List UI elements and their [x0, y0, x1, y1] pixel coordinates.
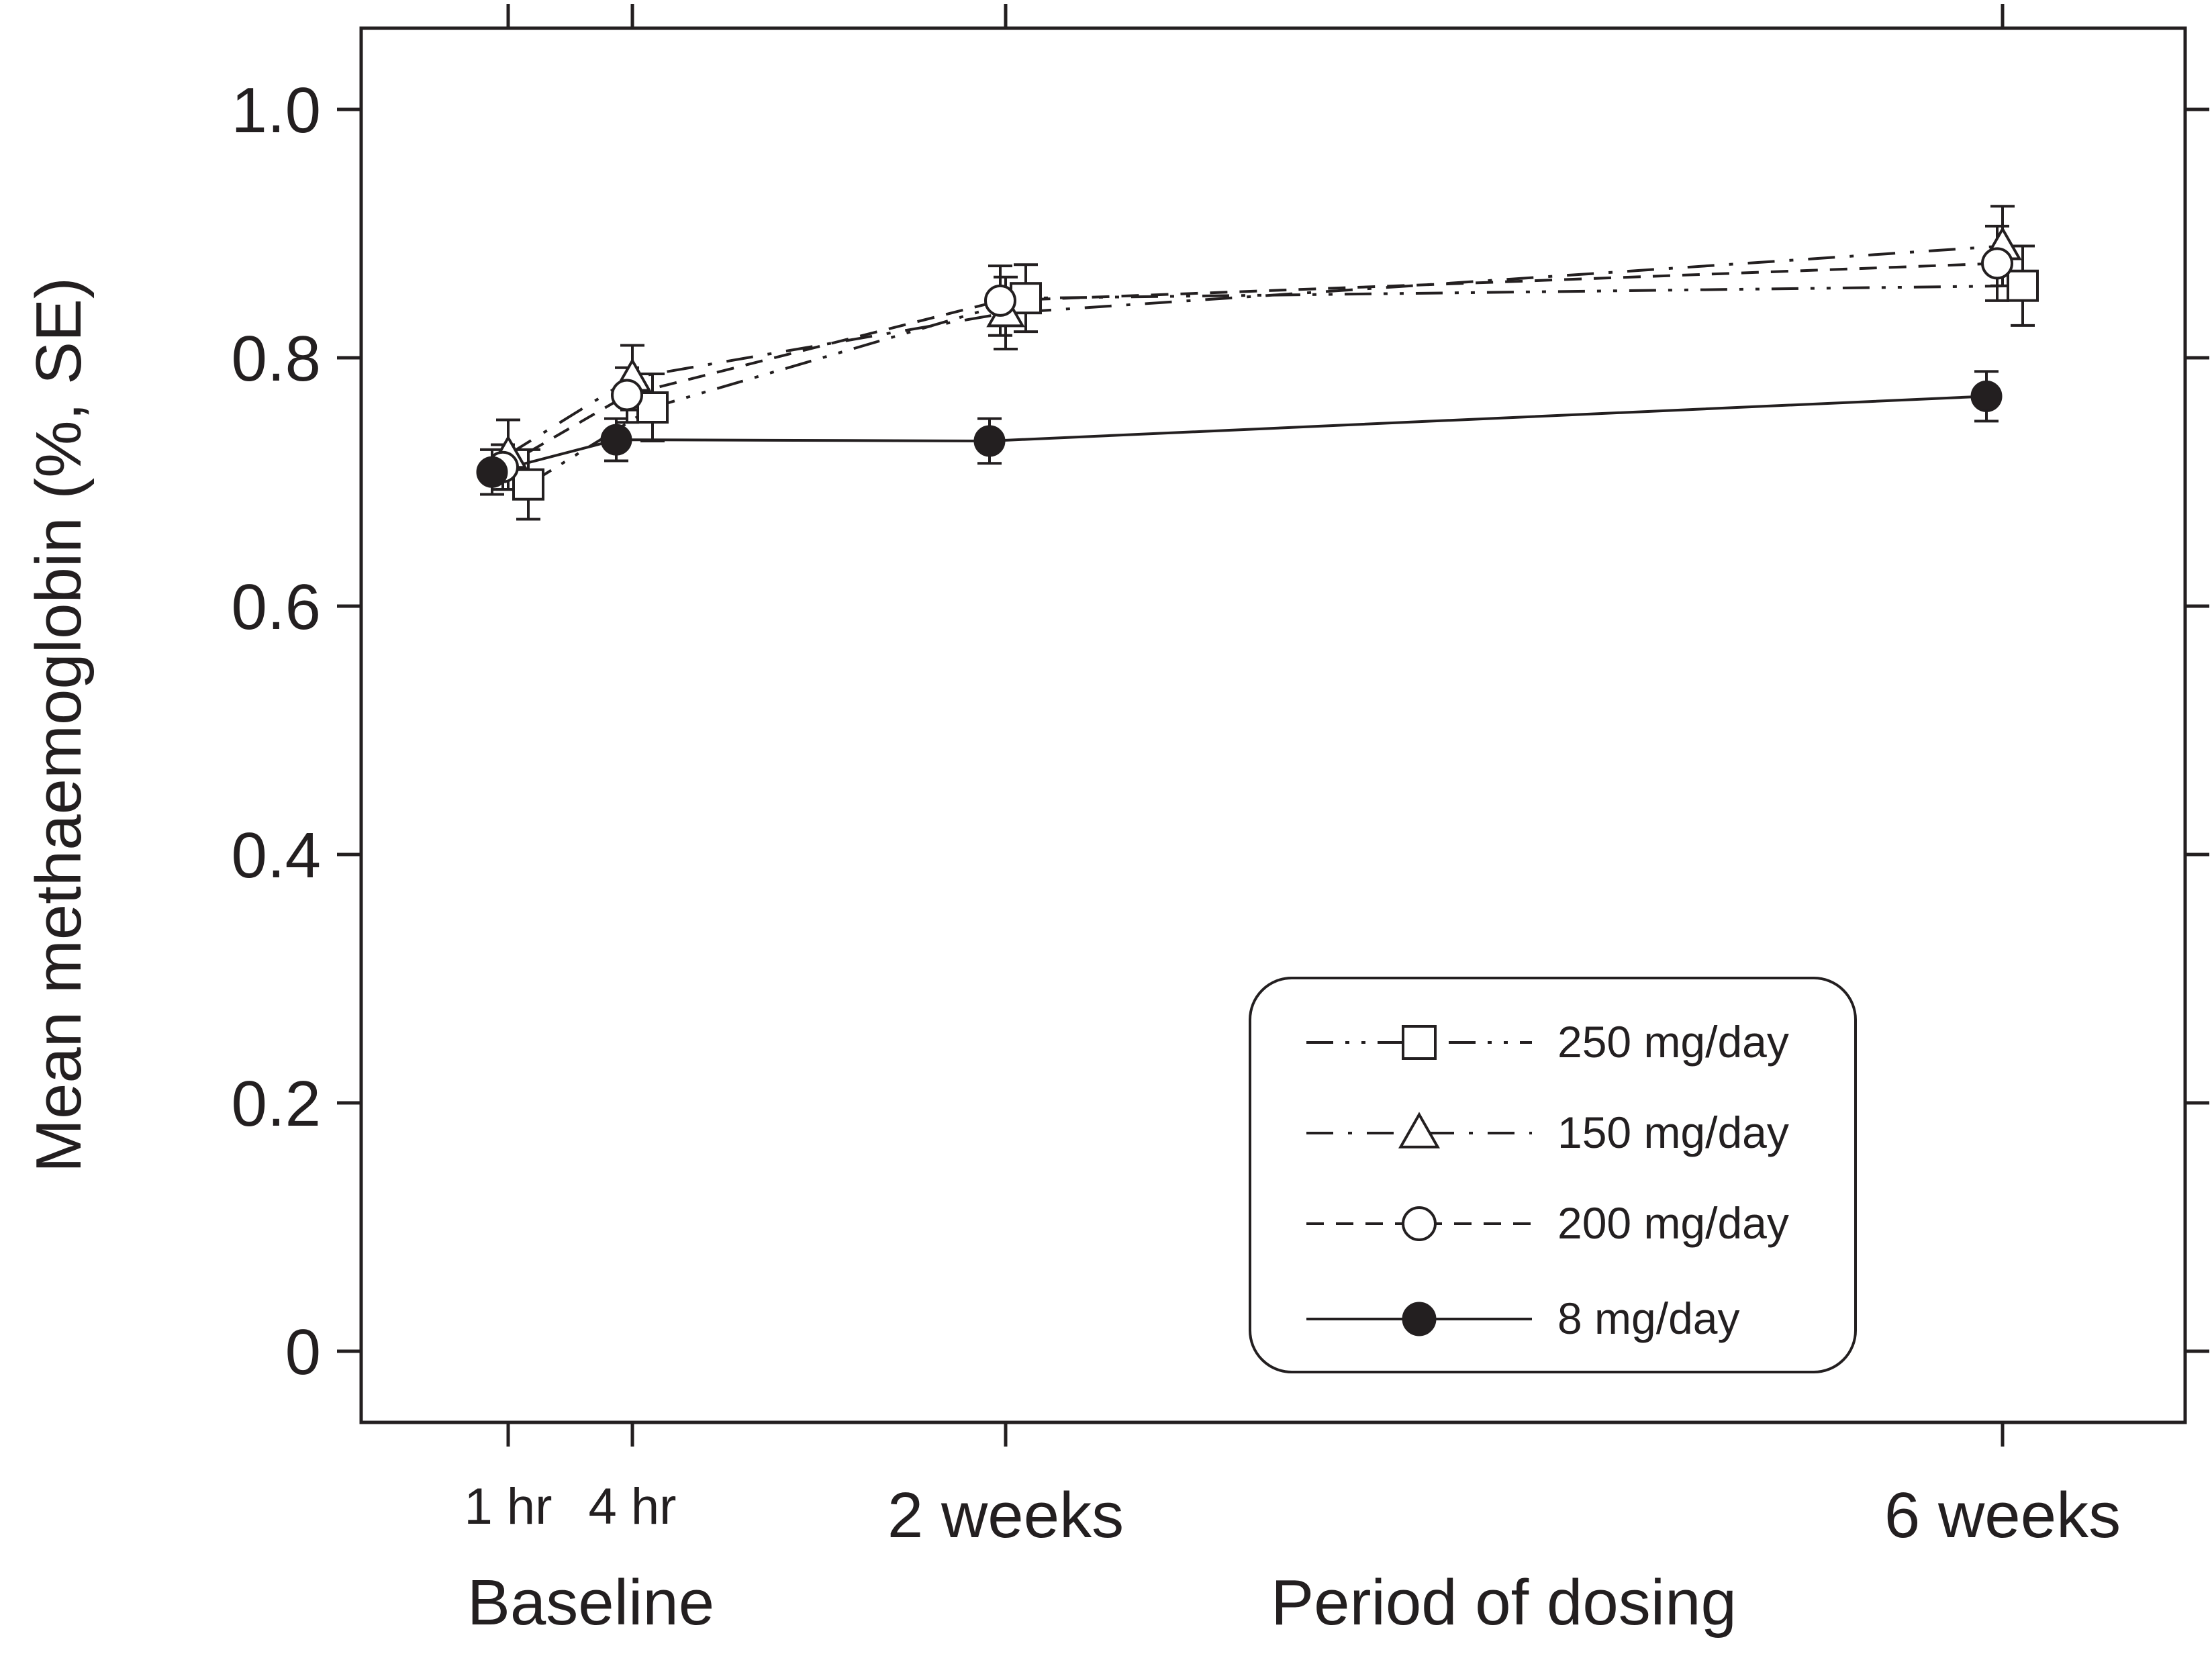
series-line-200-mg-day: [501, 262, 1998, 469]
data-point: [1970, 380, 2003, 412]
data-point: [512, 468, 544, 501]
legend-marker: [1402, 1302, 1437, 1336]
y-tick-label: 1.0: [232, 75, 321, 146]
x-axis-title: Period of dosing: [1271, 1567, 1737, 1639]
y-axis: 0 0.2 0.4 0.6 0.8 1.0: [232, 75, 2209, 1388]
series-lines: [491, 244, 2023, 486]
y-tick-label: 0.2: [232, 1068, 321, 1140]
series-line-8-mg-day: [491, 395, 1987, 474]
markers: [476, 226, 2039, 501]
legend-label: 8 mg/day: [1557, 1294, 1739, 1343]
series-layer: [476, 205, 2039, 521]
data-point: [973, 425, 1006, 457]
y-tick-label: 0.6: [232, 571, 321, 643]
x-axis: 1 hr 4 hr 2 weeks 6 weeks: [465, 4, 2121, 1551]
legend-marker: [1402, 1025, 1437, 1060]
data-point: [611, 379, 643, 411]
legend-label: 250 mg/day: [1557, 1017, 1789, 1067]
legend-box: [1249, 977, 1857, 1373]
series-line-250-mg-day: [527, 284, 2023, 486]
y-axis-title: Mean methaemoglobin (%, SE): [23, 277, 95, 1173]
series-line-150-mg-day: [507, 244, 2003, 456]
legend: 250 mg/day 150 mg/day 200 mg/day 8 mg/day: [1249, 977, 1857, 1373]
legend-marker: [1398, 1112, 1441, 1149]
data-point: [600, 424, 632, 456]
y-tick-label: 0: [285, 1316, 321, 1388]
plot-frame: [359, 26, 2187, 1424]
legend-label: 150 mg/day: [1557, 1108, 1789, 1157]
x-tick-label: 1 hr: [465, 1478, 552, 1535]
data-point: [984, 284, 1016, 317]
legend-label: 200 mg/day: [1557, 1198, 1789, 1248]
y-tick-label: 0.8: [232, 323, 321, 395]
y-tick-label: 0.4: [232, 820, 321, 891]
legend-marker: [1402, 1206, 1437, 1241]
x-tick-label: 2 weeks: [887, 1479, 1124, 1551]
data-point: [476, 456, 508, 488]
data-point: [1981, 247, 2013, 280]
error-bars: [480, 205, 2035, 521]
baseline-label: Baseline: [467, 1567, 714, 1639]
data-point: [2007, 269, 2039, 302]
x-tick-label: 6 weeks: [1884, 1479, 2121, 1551]
x-tick-label: 4 hr: [589, 1478, 677, 1535]
